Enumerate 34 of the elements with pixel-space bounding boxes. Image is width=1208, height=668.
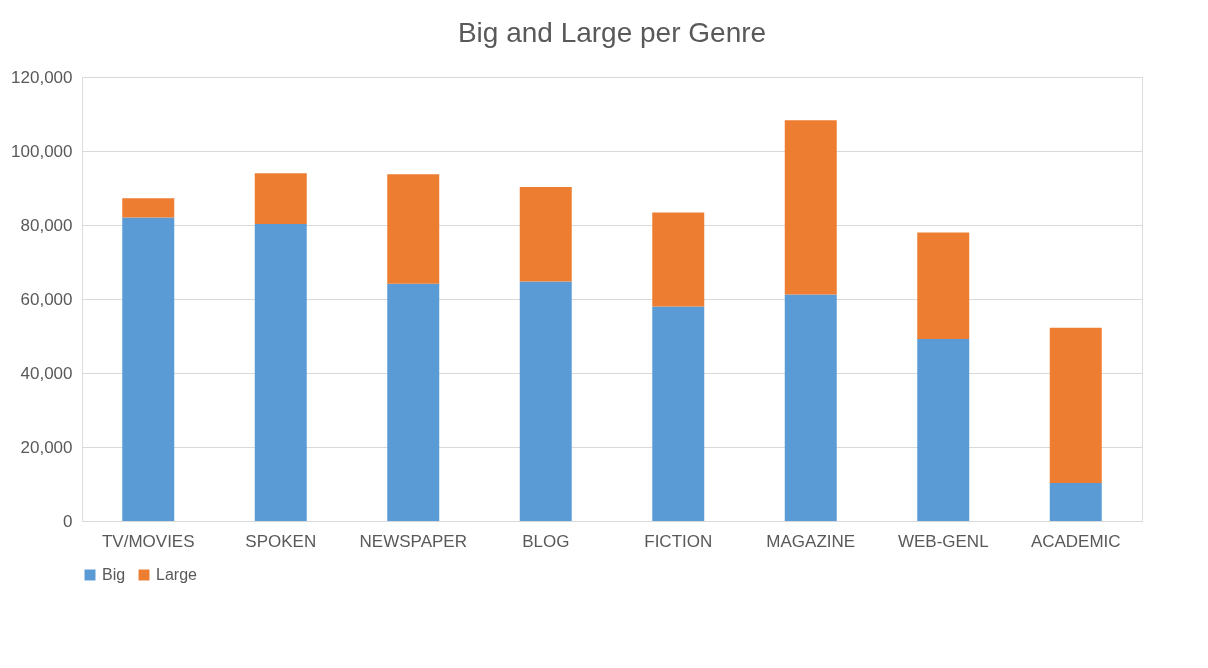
x-tick-label: SPOKEN (245, 531, 317, 551)
bar (254, 173, 307, 224)
x-tick-label: FICTION (644, 531, 713, 551)
bar (122, 217, 175, 521)
legend-label: Large (156, 566, 198, 583)
x-tick-label: BLOG (522, 531, 570, 551)
y-tick-label: 60,000 (20, 289, 73, 309)
bar (652, 306, 705, 521)
bar (652, 212, 705, 307)
chart-title: Big and Large per Genre (457, 17, 767, 48)
bar (917, 232, 970, 339)
bar (1049, 327, 1102, 483)
bar (254, 223, 307, 521)
bar (122, 198, 175, 218)
y-tick-label: 80,000 (20, 215, 73, 235)
bar (519, 281, 572, 521)
x-tick-label: MAGAZINE (766, 531, 856, 551)
x-tick-label: WEB-GENL (897, 531, 989, 551)
bar (1049, 482, 1102, 521)
y-tick-label: 100,000 (11, 141, 73, 161)
bar (784, 120, 837, 295)
bar (387, 283, 440, 521)
y-tick-label: 0 (63, 511, 73, 531)
bar (784, 294, 837, 521)
x-tick-label: ACADEMIC (1030, 531, 1121, 551)
legend-label: Big (102, 566, 126, 583)
y-tick-label: 40,000 (20, 363, 73, 383)
x-tick-label: NEWSPAPER (359, 531, 467, 551)
y-tick-label: 20,000 (20, 437, 73, 457)
bar (519, 186, 572, 282)
bar (387, 174, 440, 284)
x-tick-label: TV/MOVIES (101, 531, 195, 551)
y-tick-label: 120,000 (11, 67, 73, 87)
bar (917, 338, 970, 521)
